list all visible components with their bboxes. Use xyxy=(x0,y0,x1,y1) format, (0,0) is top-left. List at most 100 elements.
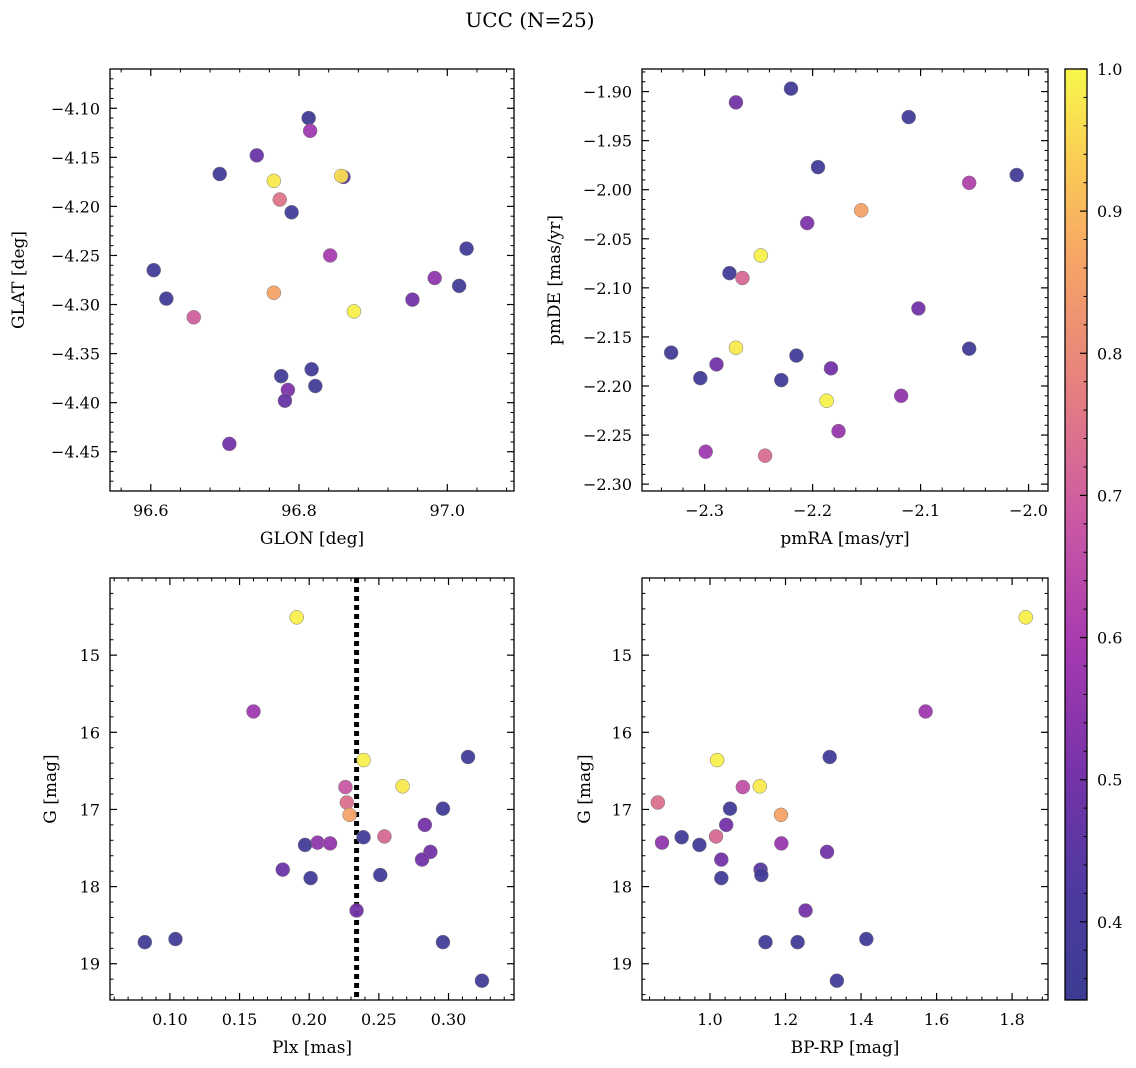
y-tick-label: −4.30 xyxy=(51,296,100,315)
scatter-point xyxy=(417,817,433,833)
y-tick-label: −2.20 xyxy=(583,377,632,396)
scatter-point xyxy=(774,372,789,388)
y-tick-label: 15 xyxy=(80,646,100,665)
x-tick-label: 0.10 xyxy=(152,1010,188,1029)
x-tick-label: 1.8 xyxy=(999,1010,1024,1029)
axes-frame xyxy=(109,68,515,492)
scatter-point xyxy=(222,436,237,452)
y-axis-label: pmDE [mas/yr] xyxy=(545,215,565,345)
scatter-point xyxy=(395,779,410,794)
scatter-point xyxy=(414,852,430,867)
scatter-point xyxy=(460,749,476,765)
scatter-point xyxy=(758,934,773,950)
scatter-point xyxy=(810,159,826,175)
scatter-point xyxy=(339,795,355,810)
scatter-point xyxy=(304,362,319,377)
scatter-point xyxy=(373,867,388,883)
y-tick-label: −1.95 xyxy=(583,132,632,151)
y-tick-label: −1.90 xyxy=(583,83,632,102)
axes-frame xyxy=(641,577,1049,1001)
scatter-point xyxy=(693,370,708,386)
scatter-point xyxy=(297,837,313,853)
y-axis-label: GLAT [deg] xyxy=(9,231,29,329)
scatter-point xyxy=(303,870,318,886)
scatter-point xyxy=(474,973,490,988)
scatter-point xyxy=(709,357,724,372)
y-tick-label: 16 xyxy=(612,723,632,742)
scatter-point xyxy=(356,752,371,768)
scatter-point xyxy=(310,835,325,850)
x-tick-label: 0.30 xyxy=(431,1010,467,1029)
y-tick-label: 19 xyxy=(80,955,100,974)
scatter-point xyxy=(773,807,789,823)
x-tick-label: 0.25 xyxy=(361,1010,397,1029)
x-tick-label: −2.2 xyxy=(793,501,832,520)
y-tick-label: 19 xyxy=(612,955,632,974)
scatter-point xyxy=(459,241,474,256)
panel-bprp-g: 1.0 1.2 1.4 1.6 1.8 15 16 17 18 19 BP-RP [mag] G [m… xyxy=(575,577,1049,1058)
y-tick-label: −2.00 xyxy=(583,181,632,200)
colorbar-tick-label: 0.6 xyxy=(1097,629,1122,648)
scatter-point xyxy=(338,779,353,795)
scatter-point xyxy=(322,248,338,263)
x-axis-label: BP-RP [mag] xyxy=(791,1038,900,1058)
y-tick-label: −2.30 xyxy=(583,475,632,494)
scatter-point xyxy=(819,393,834,408)
x-axis-label: GLON [deg] xyxy=(260,529,364,549)
y-tick-label: 15 xyxy=(612,646,632,665)
y-axis-label: G [mag] xyxy=(41,754,61,823)
scatter-point xyxy=(451,278,467,294)
scatter-point xyxy=(901,109,916,125)
scatter-point xyxy=(714,870,729,886)
scatter-point xyxy=(168,931,183,947)
axes-frame xyxy=(109,577,515,1001)
scatter-point xyxy=(859,931,874,947)
scatter-point xyxy=(284,205,299,220)
scatter-point xyxy=(273,368,289,384)
panel-pmra-pmde: −2.3 −2.2 −2.1 −2.0 −1.90 −1.95 −2.00 −2.05 −2.1… xyxy=(545,68,1049,549)
colorbar-tick-label: 0.5 xyxy=(1097,771,1122,790)
y-tick-label: 18 xyxy=(612,878,632,897)
x-tick-label: −2.0 xyxy=(1009,501,1048,520)
scatter-point xyxy=(1018,610,1033,625)
scatter-point xyxy=(334,168,349,184)
scatter-point xyxy=(718,817,734,833)
x-tick-label: 1.4 xyxy=(848,1010,873,1029)
x-tick-label: 97.0 xyxy=(429,501,465,520)
scatter-point xyxy=(893,388,909,404)
x-tick-label: 96.8 xyxy=(281,501,317,520)
scatter-point xyxy=(186,310,202,325)
scatter-point xyxy=(831,423,846,439)
scatter-point xyxy=(783,81,799,96)
scatter-point xyxy=(377,829,392,844)
scatter-point xyxy=(728,95,744,110)
scatter-point xyxy=(146,262,161,278)
scatter-point xyxy=(266,285,282,301)
scatter-point xyxy=(918,704,933,719)
colorbar-gradient xyxy=(1064,68,1088,1001)
figure-title: UCC (N=25) xyxy=(465,8,594,32)
scatter-point xyxy=(774,836,789,851)
colorbar-tick-label: 0.4 xyxy=(1097,913,1122,932)
y-tick-label: 16 xyxy=(80,723,100,742)
scatter-point xyxy=(249,148,265,163)
y-tick-label: −4.35 xyxy=(51,345,100,364)
scatter-point xyxy=(789,348,804,363)
scatter-point xyxy=(798,903,813,918)
x-axis-label: Plx [mas] xyxy=(272,1038,352,1058)
scatter-point xyxy=(674,829,689,845)
scatter-point xyxy=(650,795,666,810)
scatter-point xyxy=(961,175,977,191)
scatter-point xyxy=(356,829,371,845)
colorbar: 0.4 0.5 0.6 0.7 0.8 0.9 1.0 xyxy=(1064,60,1122,1001)
y-tick-label: −4.10 xyxy=(51,99,100,118)
scatter-point xyxy=(302,123,318,139)
x-tick-label: −2.3 xyxy=(685,501,724,520)
x-tick-label: −2.1 xyxy=(901,501,940,520)
scatter-point xyxy=(435,934,451,950)
y-tick-label: −4.40 xyxy=(51,394,100,413)
scatter-point xyxy=(823,361,839,376)
scatter-point xyxy=(427,270,442,286)
y-tick-label: −2.25 xyxy=(583,426,632,445)
